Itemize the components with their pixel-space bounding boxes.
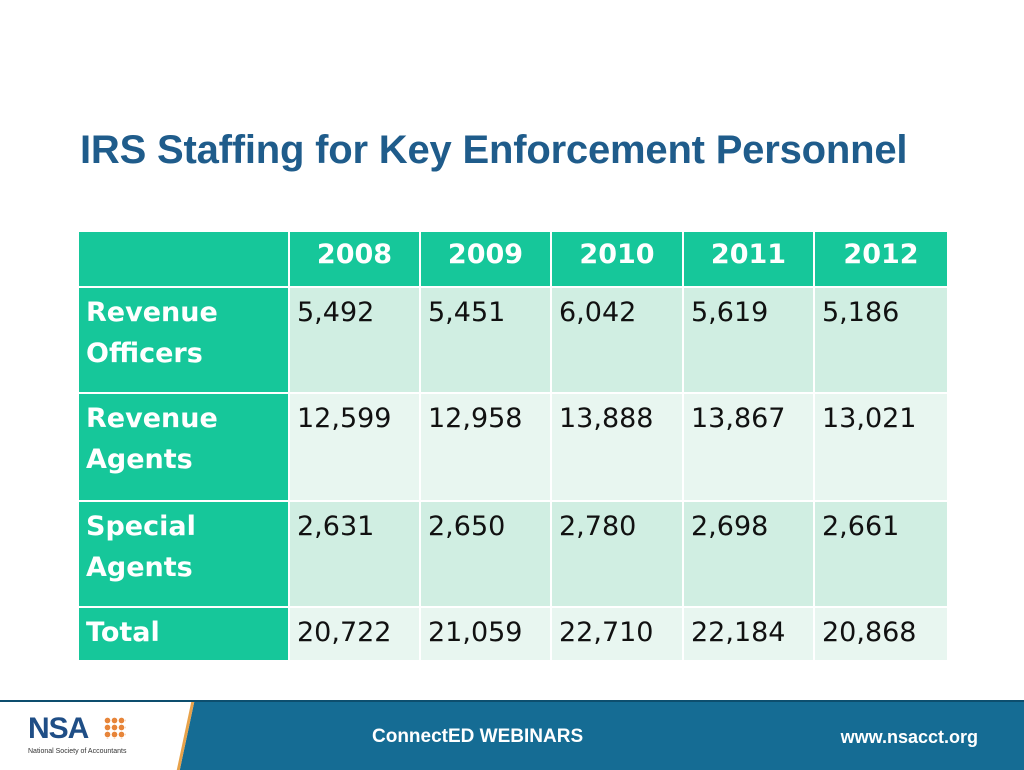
table-row-total: Total 20,722 21,059 22,710 22,184 20,868 (77, 606, 949, 662)
logo-subtitle: National Society of Accountants (28, 748, 127, 755)
table-cell: 2,631 (288, 500, 421, 608)
header-year-2010: 2010 (550, 230, 684, 288)
table-cell: 5,492 (288, 286, 421, 394)
table-cell: 20,868 (813, 606, 949, 662)
table-cell: 21,059 (419, 606, 552, 662)
header-year-2009: 2009 (419, 230, 552, 288)
table-row-special-agents: Special Agents 2,631 2,650 2,780 2,698 2… (77, 500, 949, 608)
header-corner-cell (77, 230, 290, 288)
table-cell: 5,619 (682, 286, 815, 394)
table-cell: 2,661 (813, 500, 949, 608)
row-label: Revenue Officers (77, 286, 290, 394)
header-year-2008: 2008 (288, 230, 421, 288)
table-header-row: 2008 2009 2010 2011 2012 (77, 230, 949, 288)
footer-webinars-label: ConnectED WEBINARS (372, 726, 584, 747)
slide-title: IRS Staffing for Key Enforcement Personn… (80, 128, 908, 172)
table-cell: 12,599 (288, 392, 421, 502)
row-label: Special Agents (77, 500, 290, 608)
table-row-revenue-officers: Revenue Officers 5,492 5,451 6,042 5,619… (77, 286, 949, 394)
table-cell: 2,698 (682, 500, 815, 608)
footer-bar: NSA National Society of Accountants Conn… (0, 700, 1024, 770)
table-cell: 13,021 (813, 392, 949, 502)
table-cell: 5,186 (813, 286, 949, 394)
footer-url: www.nsacct.org (840, 727, 978, 747)
table-cell: 2,650 (419, 500, 552, 608)
table-cell: 22,184 (682, 606, 815, 662)
row-label: Total (77, 606, 290, 662)
table-row-revenue-agents: Revenue Agents 12,599 12,958 13,888 13,8… (77, 392, 949, 502)
table-cell: 5,451 (419, 286, 552, 394)
nsa-logo: NSA National Society of Accountants (0, 702, 165, 770)
staffing-table: 2008 2009 2010 2011 2012 Revenue Officer… (77, 230, 949, 662)
logo-dots-icon (104, 717, 126, 739)
table-cell: 13,888 (550, 392, 684, 502)
logo-wordmark: NSA (28, 712, 89, 745)
table-cell: 22,710 (550, 606, 684, 662)
table-cell: 13,867 (682, 392, 815, 502)
table-cell: 6,042 (550, 286, 684, 394)
row-label: Revenue Agents (77, 392, 290, 502)
table-cell: 20,722 (288, 606, 421, 662)
header-year-2011: 2011 (682, 230, 815, 288)
header-year-2012: 2012 (813, 230, 949, 288)
table-cell: 2,780 (550, 500, 684, 608)
table-cell: 12,958 (419, 392, 552, 502)
